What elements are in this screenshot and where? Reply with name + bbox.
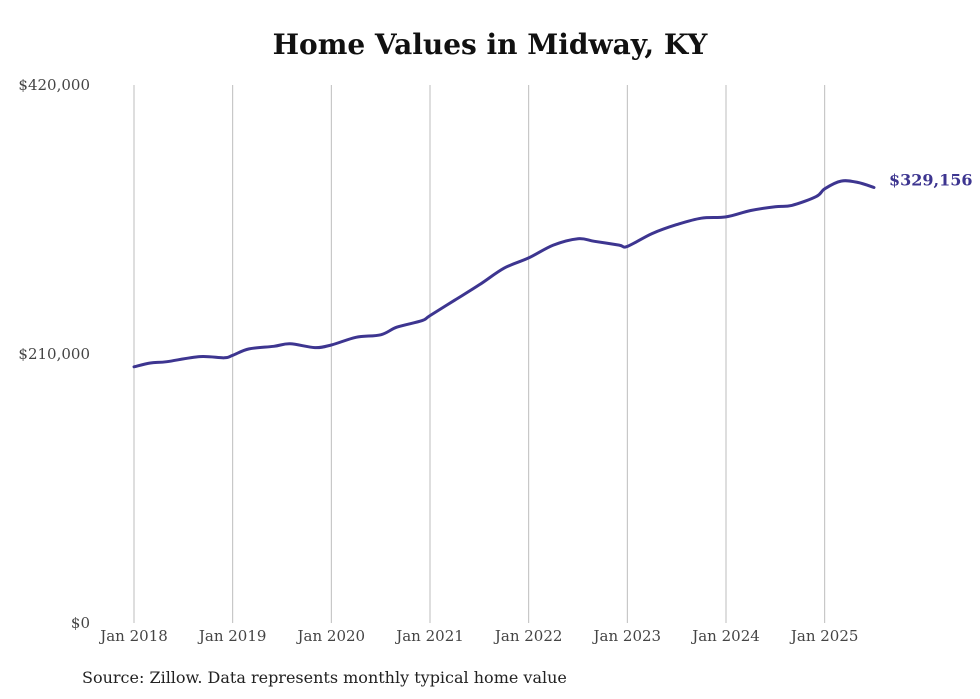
x-axis-ticks: Jan 2018 Jan 2019 Jan 2020 Jan 2021 Jan 2022… — [98, 627, 858, 645]
chart-title: Home Values in Midway, KY — [272, 28, 708, 61]
x-tick-label: Jan 2018 — [98, 627, 168, 645]
x-tick-label: Jan 2023 — [592, 627, 662, 645]
y-axis-ticks: $0 $210,000 $420,000 — [18, 76, 90, 632]
x-tick-label: Jan 2021 — [394, 627, 464, 645]
end-value-label: $329,156 — [889, 170, 973, 189]
y-tick-label: $0 — [71, 614, 90, 632]
x-tick-label: Jan 2025 — [789, 627, 859, 645]
x-tick-label: Jan 2022 — [493, 627, 563, 645]
series-line — [132, 179, 876, 369]
y-tick-label: $210,000 — [18, 345, 90, 363]
source-note: Source: Zillow. Data represents monthly … — [82, 668, 567, 687]
x-tick-label: Jan 2019 — [197, 627, 267, 645]
x-tick-label: Jan 2024 — [690, 627, 760, 645]
x-tick-label: Jan 2020 — [296, 627, 366, 645]
y-tick-label: $420,000 — [18, 76, 90, 94]
series-layer: $329,156 — [132, 170, 973, 369]
